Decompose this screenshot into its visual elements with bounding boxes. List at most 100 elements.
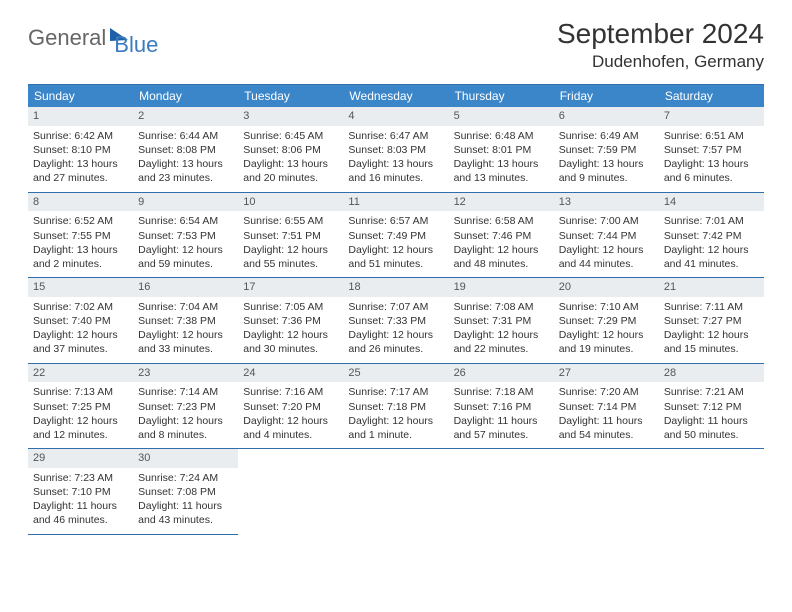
daylight-line: Daylight: 12 hours and 41 minutes. (664, 243, 759, 271)
daylight-line: Daylight: 11 hours and 43 minutes. (138, 499, 233, 527)
daylight-line: Daylight: 12 hours and 1 minute. (348, 414, 443, 442)
sunset-line: Sunset: 7:33 PM (348, 314, 443, 328)
sunrise-line: Sunrise: 7:01 AM (664, 214, 759, 228)
sunrise-line: Sunrise: 7:07 AM (348, 300, 443, 314)
daylight-line: Daylight: 12 hours and 12 minutes. (33, 414, 128, 442)
sunrise-line: Sunrise: 7:24 AM (138, 471, 233, 485)
sunrise-line: Sunrise: 7:16 AM (243, 385, 338, 399)
sunrise-line: Sunrise: 6:47 AM (348, 129, 443, 143)
sunset-line: Sunset: 7:38 PM (138, 314, 233, 328)
daylight-line: Daylight: 12 hours and 55 minutes. (243, 243, 338, 271)
calendar-day-cell: 16Sunrise: 7:04 AMSunset: 7:38 PMDayligh… (133, 278, 238, 364)
day-number: 21 (659, 278, 764, 297)
daylight-line: Daylight: 13 hours and 13 minutes. (454, 157, 549, 185)
month-title: September 2024 (557, 18, 764, 50)
calendar-day-cell: 29Sunrise: 7:23 AMSunset: 7:10 PMDayligh… (28, 449, 133, 535)
calendar-day-cell: 3Sunrise: 6:45 AMSunset: 8:06 PMDaylight… (238, 107, 343, 193)
sunset-line: Sunset: 8:03 PM (348, 143, 443, 157)
day-number: 5 (449, 107, 554, 126)
sunset-line: Sunset: 7:25 PM (33, 400, 128, 414)
sunrise-line: Sunrise: 6:51 AM (664, 129, 759, 143)
sunset-line: Sunset: 7:14 PM (559, 400, 654, 414)
sunrise-line: Sunrise: 7:05 AM (243, 300, 338, 314)
day-of-week-header: Tuesday (238, 85, 343, 107)
daylight-line: Daylight: 13 hours and 2 minutes. (33, 243, 128, 271)
day-of-week-header: Sunday (28, 85, 133, 107)
day-number: 12 (449, 193, 554, 212)
sunset-line: Sunset: 8:01 PM (454, 143, 549, 157)
sunrise-line: Sunrise: 7:11 AM (664, 300, 759, 314)
sunrise-line: Sunrise: 6:42 AM (33, 129, 128, 143)
sunrise-line: Sunrise: 7:17 AM (348, 385, 443, 399)
day-number: 14 (659, 193, 764, 212)
calendar-day-cell: 26Sunrise: 7:18 AMSunset: 7:16 PMDayligh… (449, 364, 554, 450)
day-number: 2 (133, 107, 238, 126)
sunset-line: Sunset: 7:53 PM (138, 229, 233, 243)
day-number: 24 (238, 364, 343, 383)
daylight-line: Daylight: 12 hours and 22 minutes. (454, 328, 549, 356)
sunrise-line: Sunrise: 6:48 AM (454, 129, 549, 143)
sunset-line: Sunset: 7:31 PM (454, 314, 549, 328)
sunset-line: Sunset: 7:20 PM (243, 400, 338, 414)
title-block: September 2024 Dudenhofen, Germany (557, 18, 764, 72)
sunset-line: Sunset: 7:42 PM (664, 229, 759, 243)
daylight-line: Daylight: 12 hours and 44 minutes. (559, 243, 654, 271)
sunset-line: Sunset: 7:12 PM (664, 400, 759, 414)
calendar-day-cell: 2Sunrise: 6:44 AMSunset: 8:08 PMDaylight… (133, 107, 238, 193)
sunrise-line: Sunrise: 7:23 AM (33, 471, 128, 485)
daylight-line: Daylight: 12 hours and 26 minutes. (348, 328, 443, 356)
daylight-line: Daylight: 12 hours and 30 minutes. (243, 328, 338, 356)
daylight-line: Daylight: 11 hours and 54 minutes. (559, 414, 654, 442)
empty-cell (343, 449, 448, 535)
sunrise-line: Sunrise: 7:10 AM (559, 300, 654, 314)
day-number: 29 (28, 449, 133, 468)
sunset-line: Sunset: 7:59 PM (559, 143, 654, 157)
daylight-line: Daylight: 11 hours and 50 minutes. (664, 414, 759, 442)
sunset-line: Sunset: 7:36 PM (243, 314, 338, 328)
day-of-week-header: Thursday (449, 85, 554, 107)
calendar-day-cell: 9Sunrise: 6:54 AMSunset: 7:53 PMDaylight… (133, 193, 238, 279)
calendar-day-cell: 15Sunrise: 7:02 AMSunset: 7:40 PMDayligh… (28, 278, 133, 364)
calendar-day-cell: 19 Sunrise: 7:08 AMSunset: 7:31 PMDayligh… (449, 278, 554, 364)
day-number: 26 (449, 364, 554, 383)
daylight-line: Daylight: 12 hours and 8 minutes. (138, 414, 233, 442)
daylight-line: Daylight: 11 hours and 57 minutes. (454, 414, 549, 442)
sunset-line: Sunset: 8:06 PM (243, 143, 338, 157)
empty-cell (449, 449, 554, 535)
day-number: 19 (449, 278, 554, 297)
calendar-day-cell: 6Sunrise: 6:49 AMSunset: 7:59 PMDaylight… (554, 107, 659, 193)
sunset-line: Sunset: 7:55 PM (33, 229, 128, 243)
calendar-day-cell: 21Sunrise: 7:11 AMSunset: 7:27 PMDayligh… (659, 278, 764, 364)
calendar-day-cell: 7Sunrise: 6:51 AMSunset: 7:57 PMDaylight… (659, 107, 764, 193)
calendar-day-cell: 14 Sunrise: 7:01 AMSunset: 7:42 PMDayligh… (659, 193, 764, 279)
sunrise-line: Sunrise: 7:08 AM (454, 300, 549, 314)
day-number: 9 (133, 193, 238, 212)
sunset-line: Sunset: 7:27 PM (664, 314, 759, 328)
daylight-line: Daylight: 12 hours and 19 minutes. (559, 328, 654, 356)
sunrise-line: Sunrise: 6:55 AM (243, 214, 338, 228)
sunrise-line: Sunrise: 7:21 AM (664, 385, 759, 399)
calendar-day-cell: 17Sunrise: 7:05 AMSunset: 7:36 PMDayligh… (238, 278, 343, 364)
sunrise-line: Sunrise: 6:54 AM (138, 214, 233, 228)
day-number: 28 (659, 364, 764, 383)
day-number: 3 (238, 107, 343, 126)
calendar-day-cell: 1Sunrise: 6:42 AMSunset: 8:10 PMDaylight… (28, 107, 133, 193)
sunrise-line: Sunrise: 7:20 AM (559, 385, 654, 399)
empty-cell (554, 449, 659, 535)
day-number: 4 (343, 107, 448, 126)
day-number: 1 (28, 107, 133, 126)
sunset-line: Sunset: 7:18 PM (348, 400, 443, 414)
sunrise-line: Sunrise: 7:14 AM (138, 385, 233, 399)
header: General Blue September 2024 Dudenhofen, … (28, 18, 764, 72)
sunset-line: Sunset: 7:23 PM (138, 400, 233, 414)
sunset-line: Sunset: 7:16 PM (454, 400, 549, 414)
logo-text-general: General (28, 25, 106, 51)
day-number: 13 (554, 193, 659, 212)
empty-cell (659, 449, 764, 535)
day-number: 18 (343, 278, 448, 297)
daylight-line: Daylight: 12 hours and 48 minutes. (454, 243, 549, 271)
sunrise-line: Sunrise: 7:02 AM (33, 300, 128, 314)
day-number: 7 (659, 107, 764, 126)
calendar-day-cell: 27Sunrise: 7:20 AMSunset: 7:14 PMDayligh… (554, 364, 659, 450)
calendar-day-cell: 11Sunrise: 6:57 AMSunset: 7:49 PMDayligh… (343, 193, 448, 279)
